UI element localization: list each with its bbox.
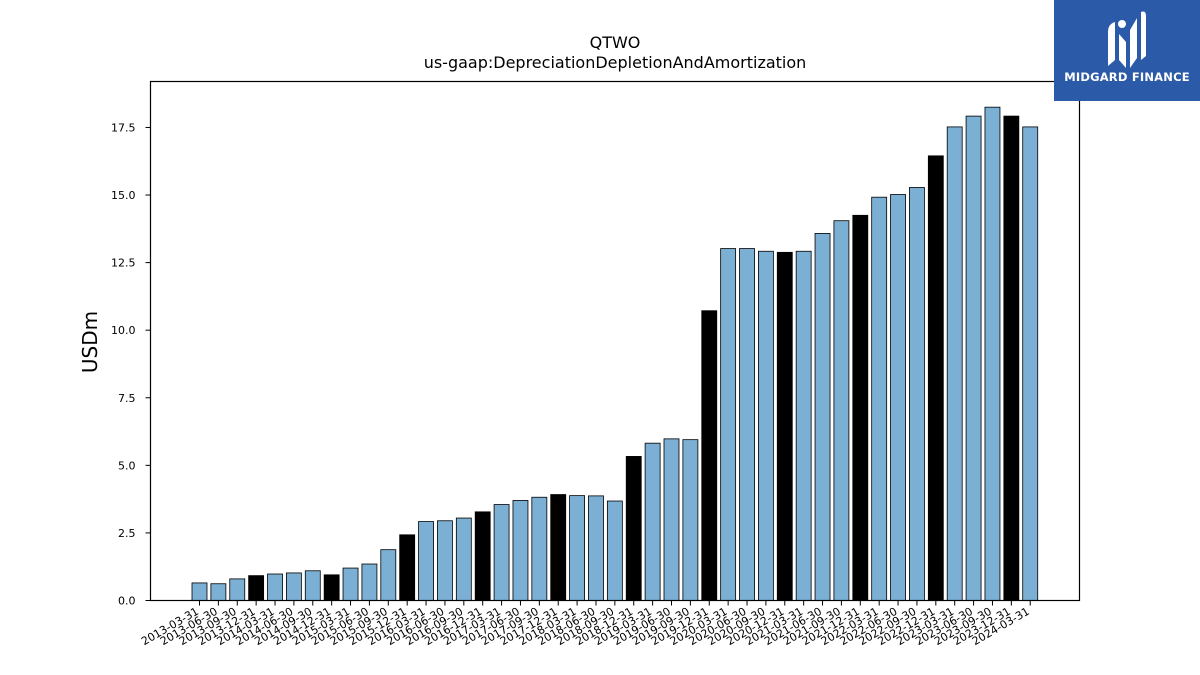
bar-2020-03-31 xyxy=(720,248,737,601)
y-axis-label: USDm xyxy=(78,311,102,373)
y-tick-label: 7.5 xyxy=(118,392,136,405)
plot-frame xyxy=(149,80,1081,602)
bar-2020-06-30 xyxy=(739,248,755,601)
y-tick-label: 17.5 xyxy=(111,121,136,134)
bar-2018-09-30 xyxy=(606,500,623,601)
bar-2019-06-30 xyxy=(663,438,680,601)
bar-2022-09-30 xyxy=(909,187,925,601)
bar-2013-03-31 xyxy=(191,582,208,601)
bar-2014-12-31 xyxy=(323,574,340,601)
chart-title: QTWO xyxy=(590,33,641,52)
bar-2021-06-30 xyxy=(814,233,831,601)
bar-2015-03-31 xyxy=(342,567,359,601)
bar-2021-09-30 xyxy=(833,220,850,601)
y-tick-label: 2.5 xyxy=(118,527,136,540)
bar-2020-09-30 xyxy=(758,250,774,601)
bar-2023-09-30 xyxy=(984,106,1001,601)
bar-2014-06-30 xyxy=(285,572,302,601)
bar-2017-09-30 xyxy=(531,496,548,601)
bar-2017-12-31 xyxy=(550,494,567,601)
chart-subtitle: us-gaap:DepreciationDepletionAndAmortiza… xyxy=(424,53,807,72)
bar-2019-09-30 xyxy=(682,439,699,601)
logo-text: MIDGARD FINANCE xyxy=(1064,70,1190,84)
bar-2018-06-30 xyxy=(588,495,604,601)
bar-2017-06-30 xyxy=(512,500,529,601)
bar-2014-09-30 xyxy=(304,570,321,601)
bar-2020-12-31 xyxy=(776,251,793,601)
bar-2022-12-31 xyxy=(927,155,944,601)
bar-2023-06-30 xyxy=(965,115,982,601)
bars-group xyxy=(191,106,1039,601)
bar-2016-03-31 xyxy=(418,521,434,601)
bar-2018-12-31 xyxy=(625,456,642,601)
bar-2019-03-31 xyxy=(644,442,661,601)
midgard-finance-logo: MIDGARD FINANCE xyxy=(1054,0,1200,101)
bar-2021-03-31 xyxy=(795,250,812,601)
bar-2023-03-31 xyxy=(946,126,963,601)
bar-2015-12-31 xyxy=(399,534,416,601)
bar-2014-03-31 xyxy=(267,573,283,601)
bar-2023-12-31 xyxy=(1003,115,1020,601)
bar-2016-06-30 xyxy=(437,520,453,601)
bar-2022-06-30 xyxy=(890,194,906,601)
bar-2016-09-30 xyxy=(455,517,472,601)
bar-2015-09-30 xyxy=(380,549,397,601)
bar-2021-12-31 xyxy=(852,214,869,601)
bar-2017-03-31 xyxy=(493,504,510,601)
midgard-logo-icon xyxy=(1108,11,1146,68)
y-tick-label: 10.0 xyxy=(111,324,136,337)
bar-2018-03-31 xyxy=(569,495,585,601)
y-tick-label: 5.0 xyxy=(118,459,136,472)
bar-2022-03-31 xyxy=(871,196,888,601)
bar-2013-12-31 xyxy=(248,575,265,601)
y-axis: 0.0 2.5 5.0 7.5 10.0 12.5 15.0 17.5 xyxy=(111,121,151,608)
bar-2013-09-30 xyxy=(229,578,246,601)
bar-2024-03-31 xyxy=(1022,126,1039,601)
y-tick-label: 12.5 xyxy=(111,257,136,270)
x-axis: 2013-03-312013-06-302013-09-302013-12-31… xyxy=(139,600,1032,648)
y-tick-label: 0.0 xyxy=(118,595,136,608)
bar-2013-06-30 xyxy=(210,583,227,601)
y-tick-label: 15.0 xyxy=(111,189,136,202)
bar-2016-12-31 xyxy=(474,511,491,601)
bar-2019-12-31 xyxy=(701,310,718,601)
bar-2015-06-30 xyxy=(361,563,378,601)
